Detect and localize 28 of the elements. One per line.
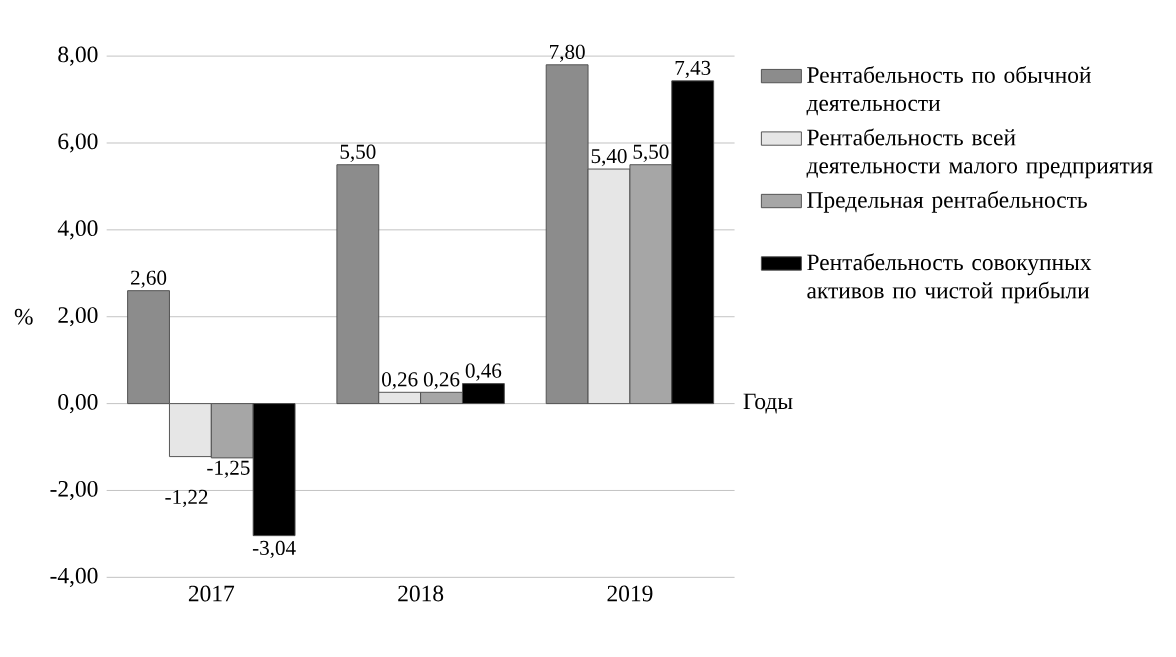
data-label: 0,46 (465, 363, 502, 381)
data-label: 5,40 (591, 148, 627, 167)
y-tick-label: 4,00 (57, 220, 98, 240)
data-label: 0,26 (423, 372, 460, 390)
legend-label: Рентабельность по обычной деятельности (806, 65, 1091, 116)
data-label: -1,25 (207, 460, 250, 478)
data-label: 2,60 (130, 270, 167, 288)
y-axis-title: % (14, 308, 33, 325)
data-label: 7,43 (675, 60, 711, 78)
y-tick-label: 2,00 (58, 306, 98, 327)
legend-label: Рентабельность всей деятельности малого предприятия (806, 128, 1153, 179)
x-axis-title: Годы (743, 393, 793, 414)
legend-label: Рентабельность совокупных активов по чистой прибыли (807, 253, 1092, 304)
y-tick-label: 0,00 (58, 393, 98, 414)
y-tick-label: -2,00 (50, 480, 98, 500)
data-label: -3,04 (252, 540, 296, 558)
x-tick-label: 2018 (398, 585, 444, 602)
data-label: 5,50 (633, 144, 669, 162)
x-tick-label: 2017 (188, 585, 235, 602)
x-tick-label: 2019 (607, 585, 653, 602)
y-tick-label: 8,00 (58, 46, 98, 66)
data-label: 0,26 (382, 372, 418, 390)
data-label: 7,80 (550, 44, 585, 62)
data-label: -1,22 (165, 489, 208, 507)
y-tick-label: 6,00 (58, 133, 98, 153)
legend-label: Предельная рентабельность (807, 190, 1087, 213)
y-tick-label: -4,00 (50, 567, 98, 587)
data-label: 5,50 (340, 144, 376, 162)
